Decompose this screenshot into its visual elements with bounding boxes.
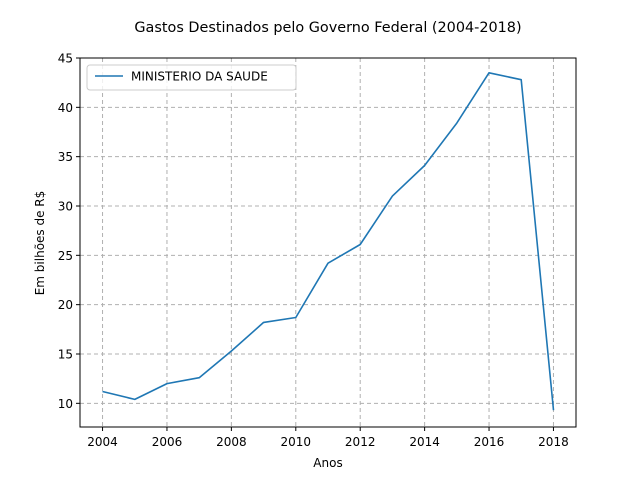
- y-tick-label: 20: [58, 298, 73, 312]
- x-axis: 2004 2006 2008 2010 2012 2014 2016 2018: [87, 427, 569, 449]
- y-tick-label: 40: [58, 101, 73, 115]
- x-tick-label: 2004: [87, 435, 118, 449]
- legend-box: [86, 64, 297, 91]
- x-tick-label: 2008: [216, 435, 247, 449]
- chart-title: Gastos Destinados pelo Governo Federal (…: [134, 20, 521, 36]
- y-tick-label: 25: [58, 249, 73, 263]
- y-axis: 10 15 20 25 30 35 40 45: [58, 52, 80, 411]
- grid-lines: [80, 57, 576, 427]
- series-group: [102, 72, 555, 411]
- legend-label: MINISTERIO DA SAUDE: [131, 70, 268, 84]
- x-tick-label: 2014: [409, 435, 440, 449]
- y-tick-label: 15: [58, 347, 73, 361]
- x-tick-label: 2016: [474, 435, 505, 449]
- plot-frame: [79, 57, 577, 428]
- legend: MINISTERIO DA SAUDE: [86, 64, 297, 91]
- y-tick-label: 30: [58, 199, 73, 213]
- y-tick-label: 45: [58, 52, 73, 66]
- x-axis-label: Anos: [313, 456, 342, 470]
- y-tick-label: 10: [58, 397, 73, 411]
- y-tick-label: 35: [58, 150, 73, 164]
- series-line: [102, 72, 555, 411]
- x-tick-label: 2006: [152, 435, 183, 449]
- x-tick-label: 2012: [345, 435, 376, 449]
- y-axis-label: Em bilhões de R$: [33, 191, 47, 296]
- x-tick-label: 2018: [538, 435, 569, 449]
- x-tick-label: 2010: [281, 435, 312, 449]
